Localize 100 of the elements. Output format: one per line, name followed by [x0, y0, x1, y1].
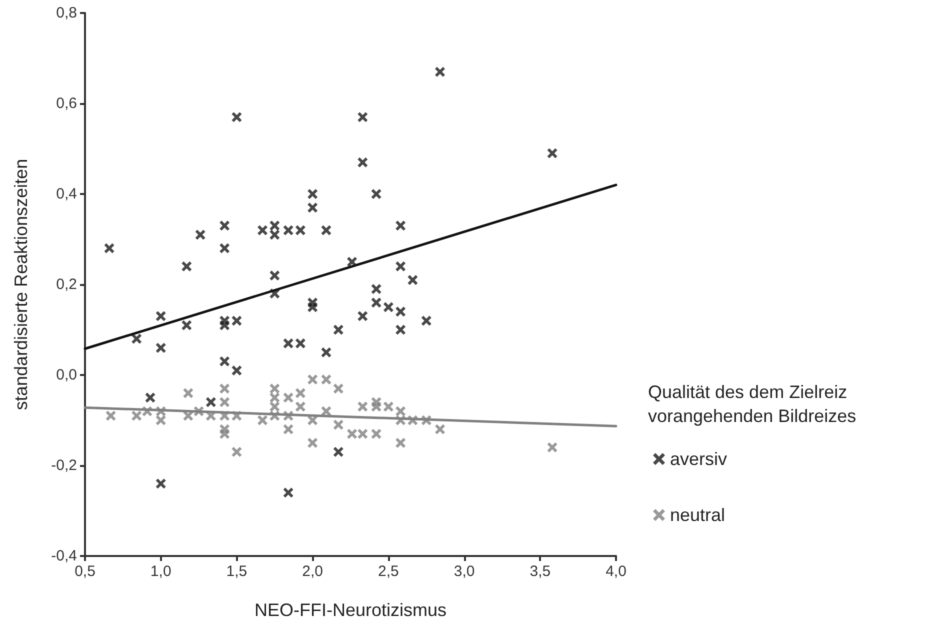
point — [321, 225, 332, 236]
point — [371, 284, 382, 294]
legend-title: Qualität des dem Zielreiz vorangehenden Bildreizes — [648, 382, 856, 426]
point — [396, 306, 406, 317]
point — [258, 225, 268, 236]
x-tick-label: 2,0 — [302, 563, 323, 580]
point — [132, 410, 142, 421]
point — [195, 230, 206, 240]
point — [270, 230, 280, 240]
point — [347, 256, 358, 267]
point — [435, 424, 446, 434]
point — [321, 347, 332, 358]
point — [308, 438, 318, 448]
point — [547, 442, 558, 452]
point — [270, 288, 280, 299]
point — [270, 410, 280, 421]
point — [220, 220, 230, 231]
point — [220, 397, 230, 408]
point — [182, 261, 192, 272]
point — [270, 392, 280, 403]
x-tick-label: 0,5 — [74, 563, 96, 580]
point — [283, 225, 294, 236]
point — [142, 406, 152, 416]
legend-label: aversiv — [670, 449, 728, 469]
point — [220, 243, 230, 254]
point — [295, 402, 306, 412]
point — [358, 112, 368, 122]
point — [308, 302, 318, 312]
point — [408, 274, 418, 285]
point — [383, 402, 394, 412]
point — [156, 342, 166, 353]
y-tick-label: 0,0 — [56, 366, 77, 384]
point — [295, 225, 306, 236]
point — [371, 298, 382, 308]
point — [421, 316, 432, 326]
point — [206, 397, 216, 408]
point — [371, 428, 382, 439]
point — [358, 311, 368, 322]
point — [396, 438, 406, 448]
point — [408, 415, 418, 426]
x-tick-label: 3,0 — [454, 563, 475, 580]
point — [333, 324, 344, 335]
point — [333, 420, 344, 430]
point — [421, 415, 432, 426]
point — [308, 189, 318, 199]
point — [156, 406, 166, 416]
point — [358, 157, 368, 168]
point — [396, 220, 406, 231]
point — [270, 402, 280, 412]
point — [347, 428, 358, 439]
point — [106, 410, 116, 421]
point — [435, 66, 446, 77]
point — [270, 220, 280, 231]
x-tick-label: 3,5 — [530, 563, 551, 580]
point — [182, 320, 192, 330]
point — [220, 410, 230, 421]
x-tick-label: 1,0 — [150, 563, 172, 580]
point — [220, 384, 230, 394]
y-tick-label: 0,6 — [56, 95, 77, 112]
y-tick-label: 0,4 — [56, 186, 77, 202]
point — [308, 202, 318, 213]
point — [206, 410, 216, 421]
y-tick-label: -0,2 — [51, 457, 77, 474]
point — [283, 424, 294, 434]
point — [156, 311, 166, 322]
point — [258, 415, 268, 426]
point — [383, 302, 394, 312]
legend-label: neutral — [670, 505, 726, 525]
point — [283, 338, 294, 348]
point — [308, 374, 318, 385]
x-axis-title: NEO-FFI-Neurotizismus — [254, 600, 447, 620]
point — [308, 415, 318, 426]
point — [270, 270, 280, 280]
point — [183, 388, 194, 398]
point — [145, 392, 156, 403]
point — [295, 388, 306, 398]
point — [232, 410, 242, 421]
point — [295, 338, 306, 348]
point — [156, 415, 166, 426]
point — [220, 356, 230, 366]
y-tick-label: 0,2 — [56, 276, 77, 293]
point — [358, 402, 368, 412]
y-tick-label: 0,8 — [56, 4, 77, 22]
point — [183, 410, 194, 421]
x-tick-label: 1,5 — [226, 563, 248, 580]
point — [283, 410, 294, 421]
point — [396, 261, 406, 272]
point — [358, 428, 368, 439]
point — [371, 402, 382, 412]
point — [232, 316, 242, 326]
point — [156, 478, 166, 489]
point — [232, 446, 242, 457]
point — [220, 320, 230, 330]
point — [104, 243, 114, 254]
point — [220, 428, 230, 439]
point — [132, 334, 142, 344]
y-axis-title: standardisierte Reaktionszeiten — [11, 158, 31, 410]
point — [321, 406, 332, 416]
point — [396, 324, 406, 335]
point — [396, 406, 406, 416]
